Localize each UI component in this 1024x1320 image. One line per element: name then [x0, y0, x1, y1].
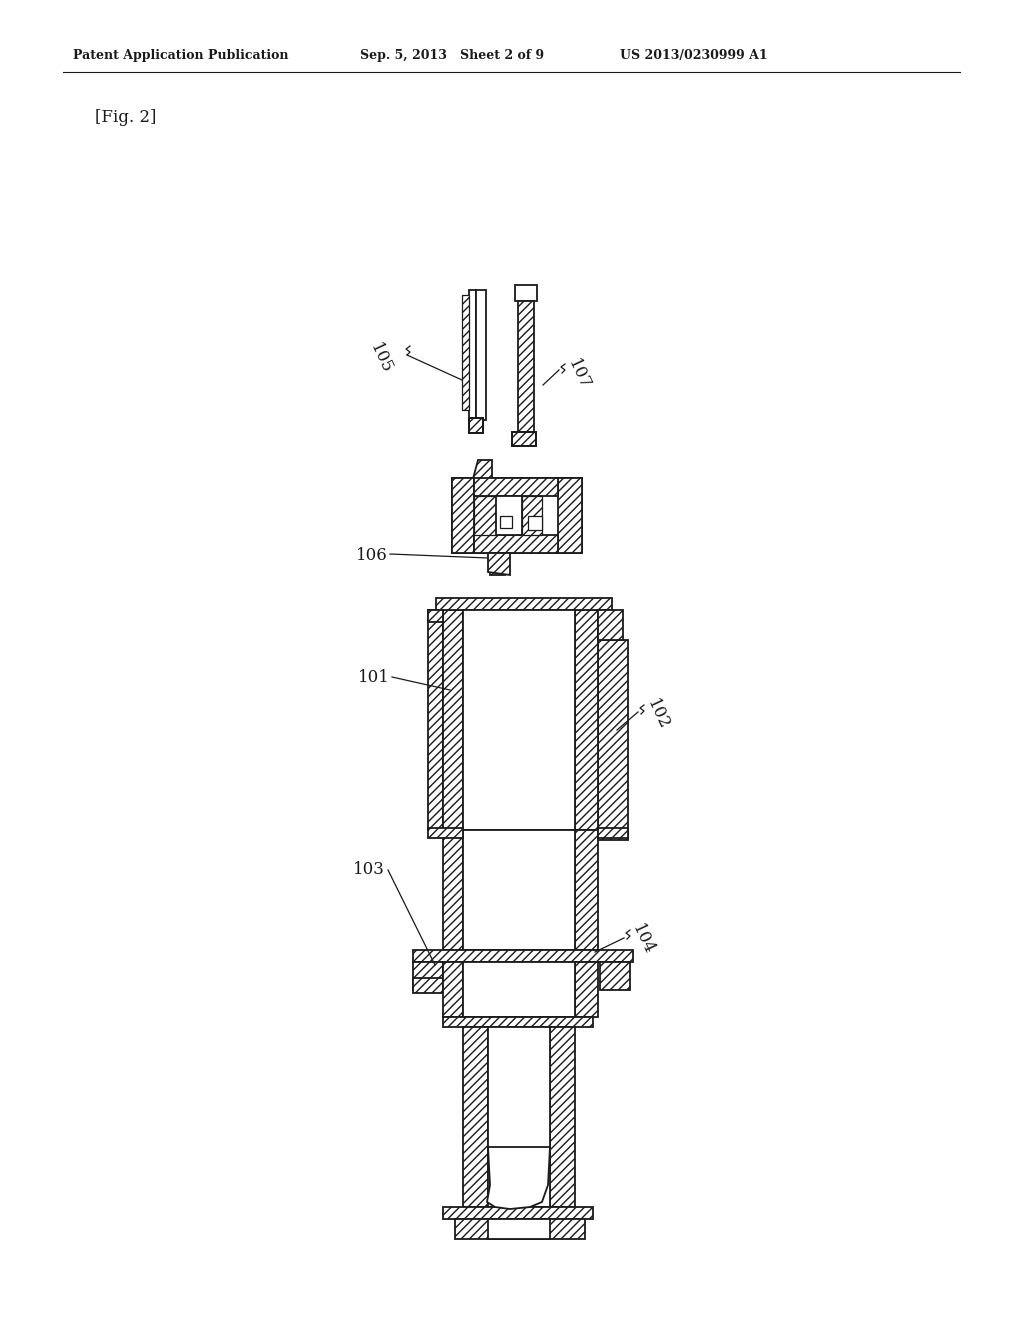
Bar	[488, 1027, 550, 1206]
Text: 107: 107	[564, 356, 593, 393]
Bar	[558, 478, 582, 553]
Bar	[443, 610, 463, 830]
Bar	[452, 478, 582, 553]
Bar	[476, 290, 486, 420]
Bar	[474, 535, 558, 553]
Text: US 2013/0230999 A1: US 2013/0230999 A1	[620, 49, 768, 62]
Bar	[575, 610, 598, 830]
Text: 103: 103	[353, 862, 385, 879]
Text: 106: 106	[356, 546, 388, 564]
Text: Sep. 5, 2013   Sheet 2 of 9: Sep. 5, 2013 Sheet 2 of 9	[360, 49, 544, 62]
Bar	[443, 830, 463, 950]
Bar	[463, 1027, 488, 1206]
Bar	[413, 978, 443, 993]
Bar	[488, 1218, 550, 1239]
Text: 105: 105	[367, 341, 395, 376]
Bar	[452, 478, 474, 553]
Bar	[428, 828, 463, 838]
Polygon shape	[470, 459, 492, 490]
Bar	[496, 496, 522, 535]
Bar	[575, 962, 598, 1016]
Text: 102: 102	[643, 697, 672, 733]
Bar	[515, 285, 537, 301]
Bar	[443, 962, 463, 1016]
Polygon shape	[488, 553, 510, 576]
Bar	[528, 516, 542, 531]
Bar	[518, 301, 534, 436]
Bar	[500, 516, 512, 528]
Bar	[575, 830, 598, 950]
Bar	[598, 610, 623, 640]
Bar	[436, 598, 612, 610]
Bar	[469, 418, 483, 433]
Bar	[463, 962, 575, 1016]
Bar	[598, 828, 628, 838]
Bar	[490, 553, 505, 576]
Bar	[413, 950, 633, 962]
Bar	[413, 962, 443, 990]
Bar	[469, 290, 476, 420]
Bar	[443, 1016, 593, 1027]
Bar	[512, 432, 536, 446]
Bar	[462, 294, 469, 411]
Bar	[550, 1027, 575, 1206]
Bar	[469, 418, 483, 433]
Bar	[512, 432, 536, 446]
Bar	[598, 640, 628, 840]
Bar	[463, 830, 575, 950]
Text: 101: 101	[358, 669, 390, 686]
Bar	[522, 496, 542, 535]
Bar	[428, 610, 443, 830]
Bar	[443, 1206, 593, 1218]
Polygon shape	[487, 1147, 550, 1209]
Bar	[474, 478, 558, 496]
Text: 104: 104	[628, 921, 656, 958]
Bar	[428, 610, 443, 622]
Bar	[600, 962, 630, 990]
Bar	[474, 496, 496, 535]
Text: Patent Application Publication: Patent Application Publication	[73, 49, 289, 62]
Text: [Fig. 2]: [Fig. 2]	[95, 110, 157, 127]
Bar	[455, 1218, 585, 1239]
Bar	[463, 610, 575, 830]
